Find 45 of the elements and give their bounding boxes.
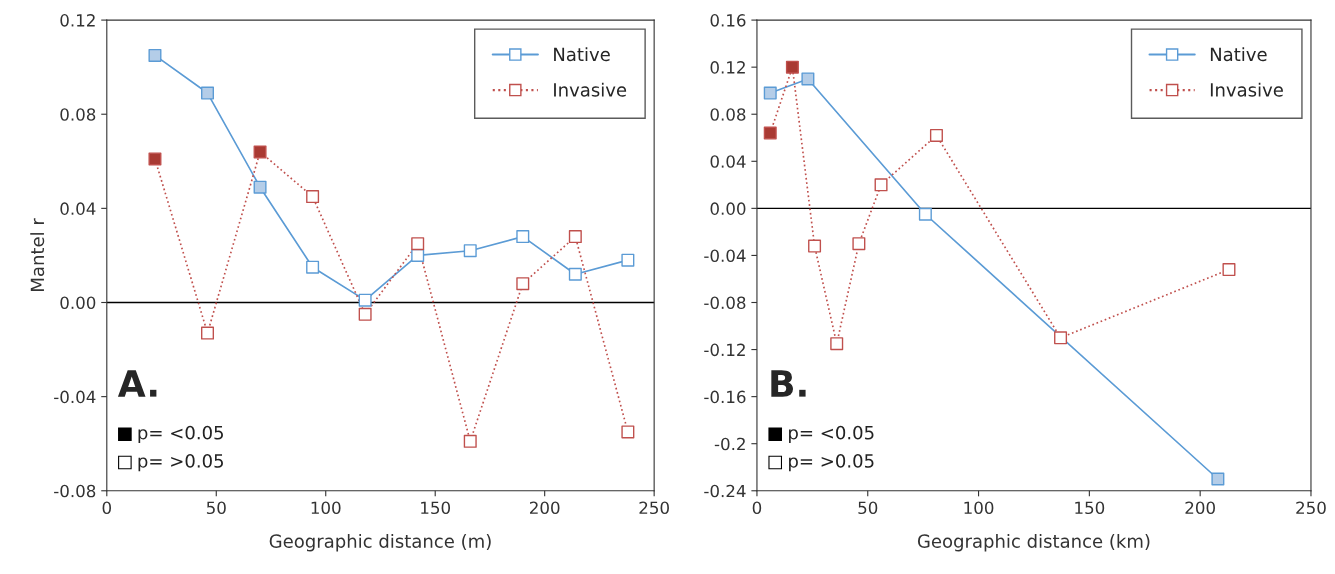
y-tick-label: -0.24 [704,484,746,498]
y-tick-label: -0.16 [704,390,746,404]
x-tick-label: 200 [530,501,560,515]
x-tick-label: 50 [206,501,226,515]
point [763,86,777,100]
y-tick-label: 0.12 [60,14,95,27]
y-tick-label: 0.12 [710,61,745,74]
annotation: p= >0.05 [789,454,874,472]
x-tick-label: 100 [964,501,994,515]
y-tick-label: 0.08 [60,108,96,121]
y-tick-label: 0.04 [60,202,96,215]
x-tick-label: 250 [1296,501,1326,515]
y-tick-label: -0.12 [704,343,745,357]
y-tick-label: 0.04 [710,155,746,168]
y-tick-label: -0.08 [704,296,746,310]
y-tick-label: 0.16 [710,14,746,27]
x-tick-label: 200 [1185,501,1215,515]
point [801,72,815,86]
annotation: B. [771,370,806,397]
legend-label: Invasive [554,82,627,97]
x-tick-label: 0 [752,501,762,515]
x-tick-label: 50 [858,501,878,515]
legend-label: Invasive [1210,82,1283,97]
annotation: p= >0.05 [138,454,223,472]
y-axis-title: Mantel r [30,218,45,291]
y-tick-label: 0.00 [60,296,96,310]
annotation: p= <0.05 [789,425,874,444]
y-tick-label: 0.00 [710,202,746,215]
y-tick-label: 0.08 [710,108,746,121]
x-axis-title: Geographic distance (m) [269,533,491,552]
point [1211,472,1225,486]
x-tick-label: 250 [639,501,669,515]
x-tick-label: 150 [421,501,451,515]
legend-label: Native [554,47,610,62]
y-tick-label: -0.04 [704,249,746,262]
annotation: p= <0.05 [138,425,223,444]
legend-label: Native [1210,47,1267,62]
x-axis-title: Geographic distance (km) [917,533,1150,552]
annotation: A. [117,370,157,397]
y-tick-label: -0.2 [714,437,745,451]
x-tick-label: 150 [1075,501,1105,515]
x-tick-label: 100 [311,501,341,515]
x-tick-label: 0 [102,501,111,515]
y-tick-label: -0.04 [54,390,96,404]
y-tick-label: -0.08 [54,484,96,498]
